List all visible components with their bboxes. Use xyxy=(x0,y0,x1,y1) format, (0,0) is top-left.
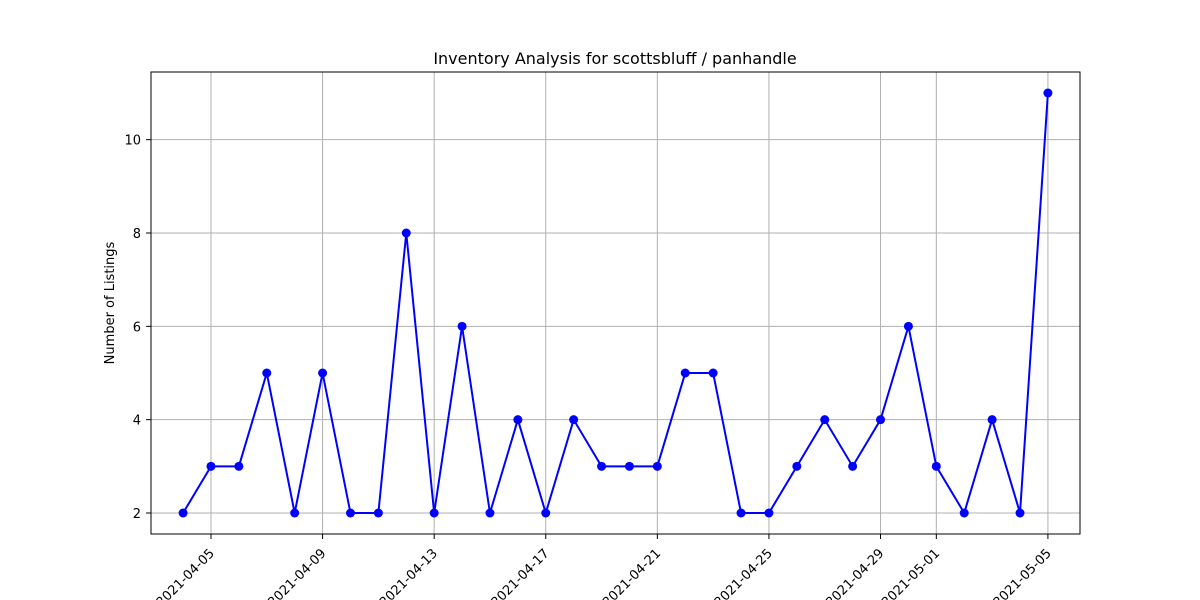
y-tick-label: 10 xyxy=(124,134,141,149)
data-point xyxy=(708,368,718,378)
data-point xyxy=(652,461,662,471)
data-point xyxy=(792,461,802,471)
y-tick-label: 6 xyxy=(133,320,141,335)
data-point xyxy=(262,368,272,378)
data-point xyxy=(457,321,467,331)
data-point xyxy=(234,461,244,471)
data-point xyxy=(597,461,607,471)
x-tick-label: 2021-05-05 xyxy=(991,546,1055,600)
data-point xyxy=(318,368,328,378)
data-point xyxy=(903,321,913,331)
data-point xyxy=(680,368,690,378)
x-tick-label: 2021-04-21 xyxy=(600,546,664,600)
chart-title: Inventory Analysis for scottsbluff / pan… xyxy=(433,49,796,68)
x-tick-label: 2021-04-05 xyxy=(154,546,218,600)
data-point xyxy=(1015,508,1025,518)
plot-frame xyxy=(150,71,1081,535)
data-point xyxy=(624,461,634,471)
data-point xyxy=(1043,88,1053,98)
x-tick-label: 2021-04-29 xyxy=(823,546,887,600)
series-line xyxy=(182,92,1049,517)
axes: 2021-04-05 2021-04-09 2021-04-13 2021-04-17… xyxy=(124,134,1054,600)
data-point xyxy=(206,461,216,471)
data-point xyxy=(820,415,830,425)
data-point xyxy=(429,508,439,518)
x-tick-label: 2021-05-01 xyxy=(879,546,943,600)
data-point xyxy=(848,461,858,471)
y-axis-label: Number of Listings xyxy=(103,241,118,364)
data-point xyxy=(178,508,188,518)
data-point xyxy=(541,508,551,518)
data-point xyxy=(290,508,300,518)
x-tick-label: 2021-04-13 xyxy=(377,546,441,600)
data-point xyxy=(959,508,969,518)
y-tick-label: 2 xyxy=(133,507,141,522)
data-point xyxy=(736,508,746,518)
data-point xyxy=(373,508,383,518)
data-point xyxy=(569,415,579,425)
data-point xyxy=(401,228,411,238)
x-tick-label: 2021-04-09 xyxy=(265,546,329,600)
data-point xyxy=(987,415,997,425)
data-point xyxy=(876,415,886,425)
data-point xyxy=(513,415,523,425)
x-tick-label: 2021-04-25 xyxy=(712,546,776,600)
data-point xyxy=(345,508,355,518)
y-tick-label: 8 xyxy=(133,227,141,242)
series-layer xyxy=(178,88,1053,518)
data-point xyxy=(931,461,941,471)
y-tick-label: 4 xyxy=(133,414,141,429)
data-point xyxy=(485,508,495,518)
data-point xyxy=(764,508,774,518)
x-tick-label: 2021-04-17 xyxy=(489,546,553,600)
grid xyxy=(151,72,1080,534)
